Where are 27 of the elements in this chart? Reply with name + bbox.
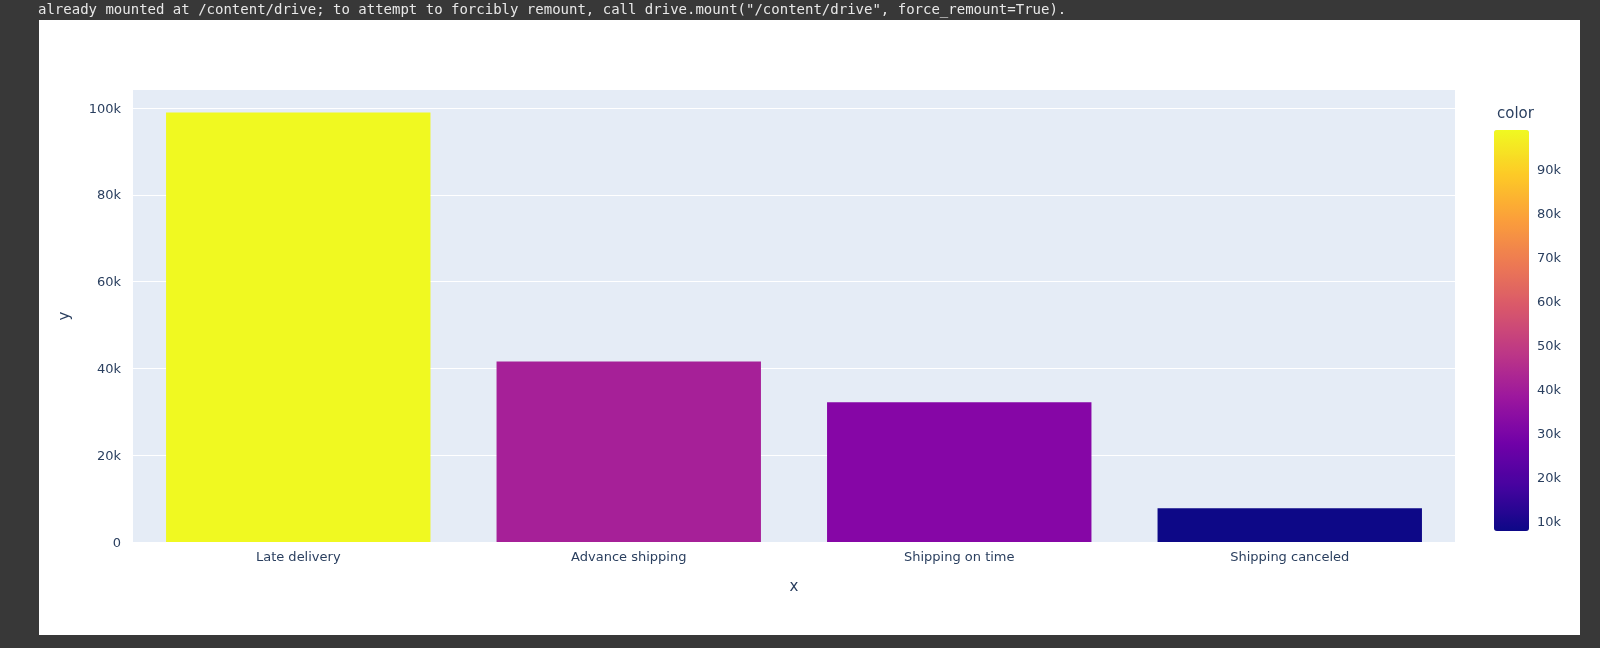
y-axis-title: y [54, 311, 73, 321]
color-bar-title: color [1497, 103, 1535, 122]
text: already mounted at /content/drive; to attempt to forcibly remount, call drive.mount("/content/drive", force_remount=True). [38, 1, 1067, 17]
y-tick-label: 80k [96, 187, 122, 203]
color-bar-label: 70k [1537, 250, 1562, 266]
bar [496, 361, 761, 542]
x-tick-label: Advance shipping [571, 549, 687, 564]
color-bar-label: 50k [1537, 337, 1562, 353]
bar [827, 402, 1092, 542]
y-tick-label: 60k [96, 274, 122, 290]
y-tick-label: 40k [96, 360, 122, 376]
color-bar-label: 90k [1537, 162, 1562, 178]
x-axis-title: x [789, 576, 799, 595]
color-bar-label: 60k [1537, 293, 1562, 309]
color-bar-label: 40k [1537, 381, 1562, 397]
x-tick-label: Shipping canceled [1230, 549, 1350, 564]
y-tick-label: 0 [112, 534, 121, 550]
color-bar-label: 30k [1537, 425, 1562, 441]
y-tick-label: 20k [96, 447, 122, 463]
bar [1157, 508, 1422, 542]
bar [166, 112, 431, 542]
color-bar-label: 80k [1537, 206, 1562, 222]
y-tick-label: 100k [88, 100, 122, 116]
x-tick-label: Late delivery [255, 549, 341, 564]
color-bar-label: 10k [1537, 513, 1562, 529]
color-bar-label: 20k [1537, 469, 1562, 485]
x-tick-label: Shipping on time [903, 549, 1015, 564]
